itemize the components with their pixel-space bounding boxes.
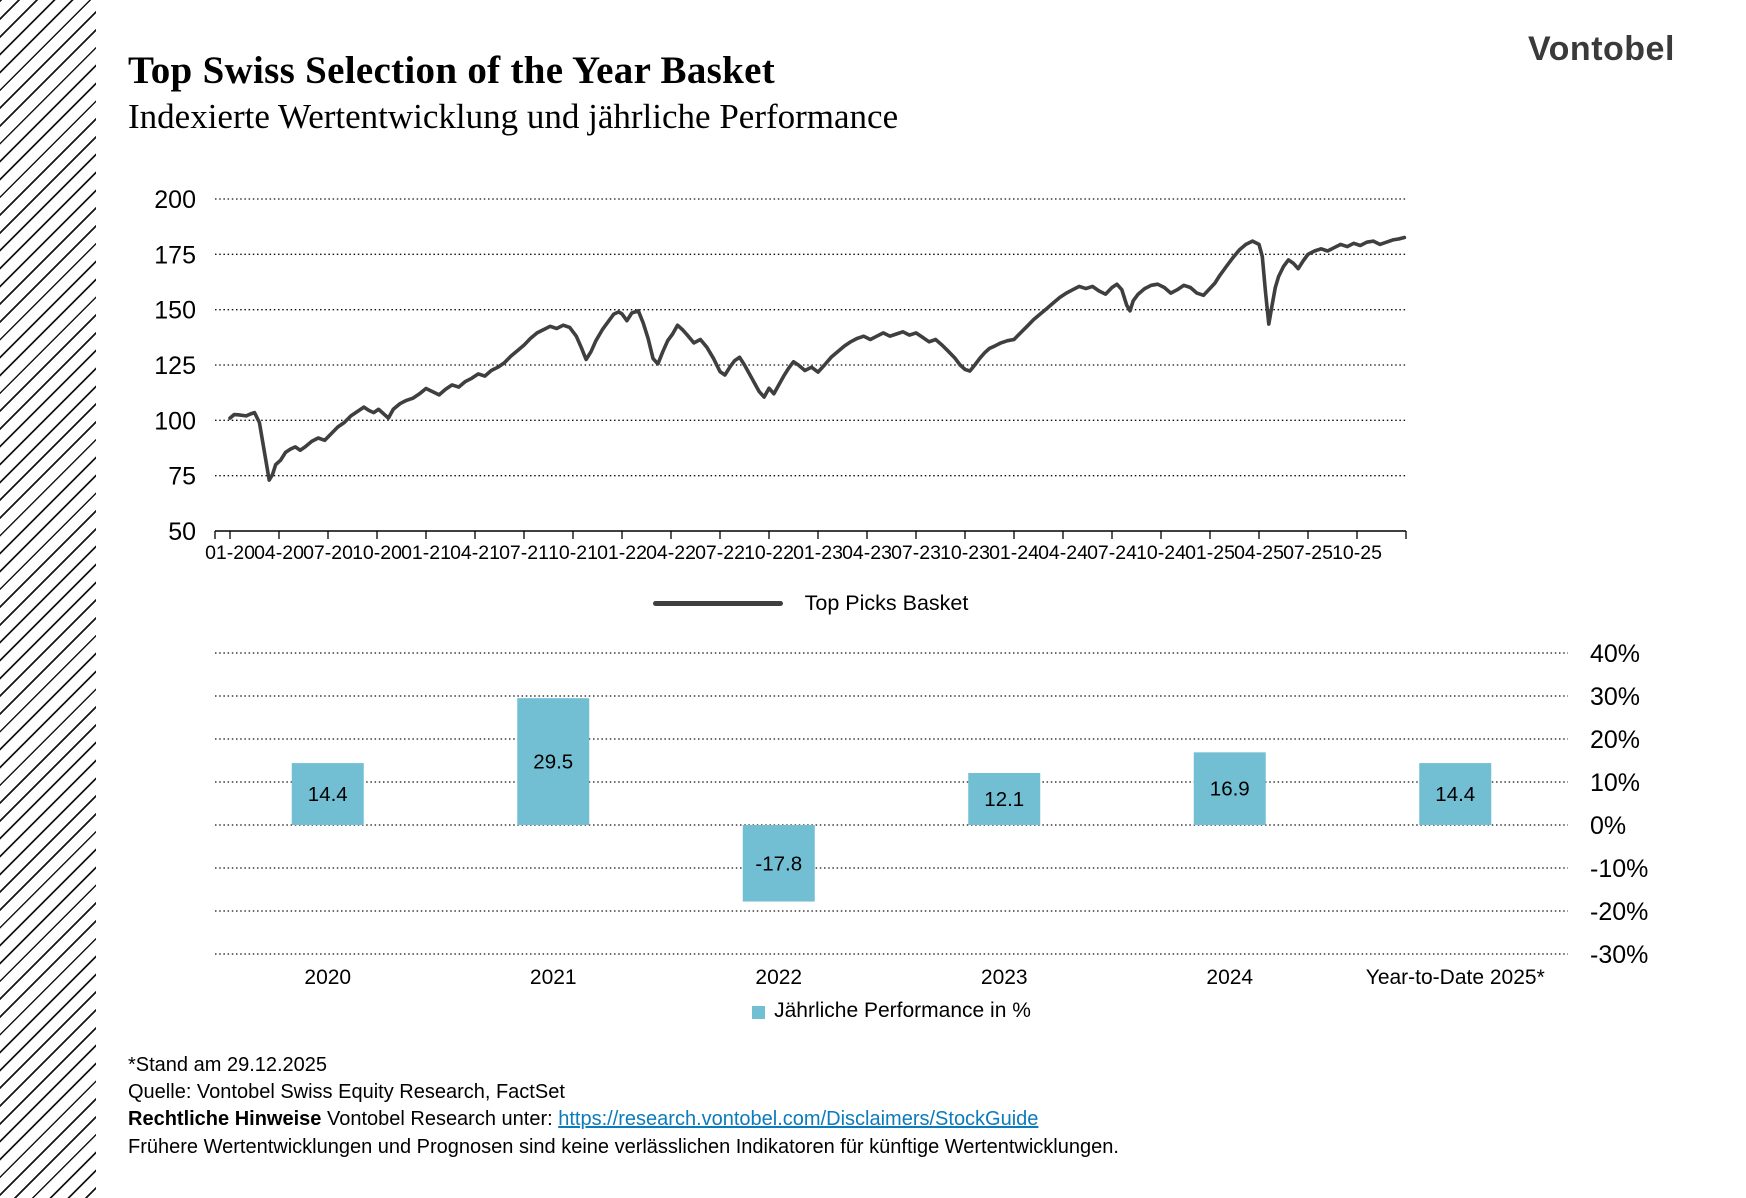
pct-axis-tick-label: 10%: [1590, 769, 1640, 797]
x-axis-tick-label: 04-20: [254, 542, 304, 564]
pct-axis-tick-label: 0%: [1590, 812, 1626, 840]
category-label: 2021: [530, 966, 577, 989]
footnote-disclaimer: Frühere Wertentwicklungen und Prognosen …: [128, 1135, 1119, 1158]
category-label: Year-to-Date 2025*: [1366, 966, 1545, 989]
bar-value-label: 14.4: [1435, 783, 1475, 806]
bar-value-label: 16.9: [1210, 778, 1250, 801]
category-label: 2020: [304, 966, 351, 989]
x-axis-tick-label: 04-22: [646, 542, 696, 564]
x-axis-tick-label: 07-22: [695, 542, 745, 564]
vontobel-logo: Vontobel: [1528, 30, 1675, 68]
y-axis-tick-label: 150: [154, 297, 196, 325]
y-axis-tick-label: 200: [154, 186, 196, 214]
y-axis-tick-label: 175: [154, 241, 196, 269]
x-axis-tick-label: 10-23: [940, 542, 990, 564]
bar-value-label: 14.4: [308, 783, 348, 806]
category-label: 2023: [981, 966, 1028, 989]
footnotes: *Stand am 29.12.2025 Quelle: Vontobel Sw…: [128, 1052, 1119, 1161]
bar-legend-label: Jährliche Performance in %: [774, 999, 1031, 1022]
x-axis-tick-label: 07-24: [1087, 542, 1137, 564]
x-axis-tick-label: 07-21: [499, 542, 549, 564]
pct-axis-tick-label: 40%: [1590, 640, 1640, 668]
x-axis-tick-label: 01-20: [205, 542, 255, 564]
performance-bar: [291, 763, 364, 825]
line-legend-label: Top Picks Basket: [804, 590, 969, 615]
x-axis-tick-label: 07-23: [891, 542, 941, 564]
footnote-legal: Rechtliche Hinweise Vontobel Research un…: [128, 1106, 1119, 1133]
line-chart-legend: Top Picks Basket: [215, 589, 1406, 617]
chart-subtitle: Indexierte Wertentwicklung und jährliche…: [128, 97, 899, 136]
x-axis-tick-label: 01-23: [793, 542, 843, 564]
bar-chart-legend: Jährliche Performance in %: [215, 998, 1568, 1024]
x-axis-tick-label: 07-25: [1283, 542, 1333, 564]
x-axis-tick-label: 04-23: [842, 542, 892, 564]
x-axis-tick-label: 01-22: [597, 542, 647, 564]
x-axis-tick-label: 10-20: [352, 542, 402, 564]
disclaimer-link[interactable]: https://research.vontobel.com/Disclaimer…: [558, 1108, 1039, 1131]
left-hatch-decoration: [0, 0, 96, 1198]
footnote-stand: *Stand am 29.12.2025: [128, 1054, 328, 1076]
y-axis-tick-label: 125: [154, 352, 196, 380]
footnote-quelle: Quelle: Vontobel Swiss Equity Research, …: [128, 1081, 565, 1104]
y-axis-tick-label: 50: [168, 518, 196, 546]
x-axis-tick-label: 04-24: [1038, 542, 1088, 564]
performance-bar: [742, 825, 815, 902]
x-axis-tick-label: 10-21: [548, 542, 598, 564]
bar-value-label: 12.1: [984, 788, 1024, 811]
chart-title: Top Swiss Selection of the Year Basket: [128, 49, 775, 92]
y-axis-tick-label: 75: [168, 463, 196, 491]
x-axis-tick-label: 01-24: [989, 542, 1039, 564]
bar-value-label: -17.8: [755, 852, 802, 875]
pct-axis-tick-label: 30%: [1590, 683, 1640, 711]
top-picks-basket-series: [228, 235, 1407, 482]
x-axis-tick-label: 10-22: [744, 542, 794, 564]
performance-bar: [968, 772, 1041, 825]
footnote-legal-text: Vontobel Research unter:: [321, 1108, 559, 1131]
x-axis-tick-label: 07-20: [303, 542, 353, 564]
bar-value-label: 29.5: [533, 751, 573, 774]
bar-legend-swatch: [752, 1005, 766, 1019]
x-axis-tick-label: 01-21: [401, 542, 451, 564]
x-axis-tick-label: 01-25: [1185, 542, 1235, 564]
performance-bar: [517, 698, 590, 825]
category-label: 2022: [755, 966, 802, 989]
performance-bar: [1419, 763, 1492, 825]
pct-axis-tick-label: -20%: [1590, 898, 1648, 926]
pct-axis-tick-label: 20%: [1590, 726, 1640, 754]
x-axis-tick-label: 04-25: [1234, 542, 1284, 564]
y-axis-tick-label: 100: [154, 407, 196, 435]
footnote-legal-bold: Rechtliche Hinweise: [128, 1108, 322, 1131]
category-label: 2024: [1206, 966, 1253, 989]
x-axis-tick-label: 10-25: [1332, 542, 1382, 564]
x-axis-tick-label: 10-24: [1136, 542, 1186, 564]
line-legend-swatch: [652, 600, 783, 606]
pct-axis-tick-label: -10%: [1590, 855, 1648, 883]
performance-bar: [1193, 752, 1266, 825]
pct-axis-tick-label: -30%: [1590, 941, 1648, 969]
x-axis-tick-label: 04-21: [450, 542, 500, 564]
